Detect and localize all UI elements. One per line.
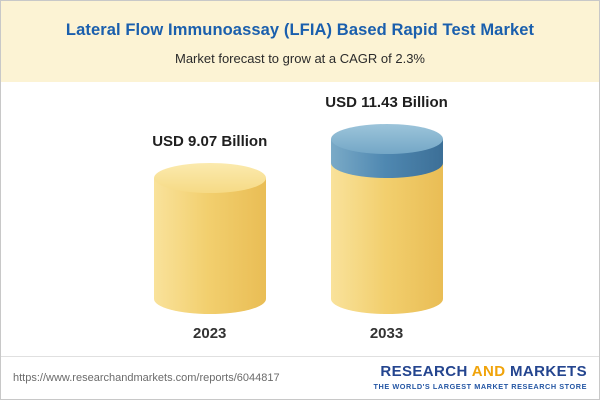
logo-word-research: RESEARCH	[380, 363, 468, 381]
logo-wordmark: RESEARCH AND MARKETS	[374, 364, 587, 381]
page-title: Lateral Flow Immunoassay (LFIA) Based Ra…	[65, 21, 535, 39]
logo-word-markets: MARKETS	[510, 363, 587, 381]
header: Lateral Flow Immunoassay (LFIA) Based Ra…	[1, 1, 599, 82]
page-subtitle: Market forecast to grow at a CAGR of 2.3…	[175, 51, 425, 66]
logo-word-and: AND	[471, 363, 506, 381]
footer: https://www.researchandmarkets.com/repor…	[1, 356, 599, 399]
category-label-2023: 2023	[193, 325, 227, 343]
growth-cap-top-ellipse	[330, 124, 443, 155]
bar-chart: USD 9.07 Billion 2023 USD 11.43 Billion …	[1, 82, 599, 357]
report-url: https://www.researchandmarkets.com/repor…	[13, 371, 280, 384]
research-and-markets-logo: RESEARCH AND MARKETS THE WORLD'S LARGEST…	[374, 364, 587, 391]
value-label-2033: USD 11.43 Billion	[325, 94, 448, 112]
cylinder-top-ellipse	[153, 163, 266, 194]
cylinder-body-yellow	[153, 178, 266, 315]
bar-column-2033: USD 11.43 Billion 2033	[325, 94, 448, 342]
cylinder-bar-2023	[153, 163, 266, 315]
cylinder-bar-2033	[330, 124, 443, 315]
logo-tagline: THE WORLD'S LARGEST MARKET RESEARCH STOR…	[373, 381, 587, 391]
bar-column-2023: USD 9.07 Billion 2023	[152, 133, 267, 342]
value-label-2023: USD 9.07 Billion	[152, 133, 268, 151]
category-label-2033: 2033	[369, 325, 404, 343]
